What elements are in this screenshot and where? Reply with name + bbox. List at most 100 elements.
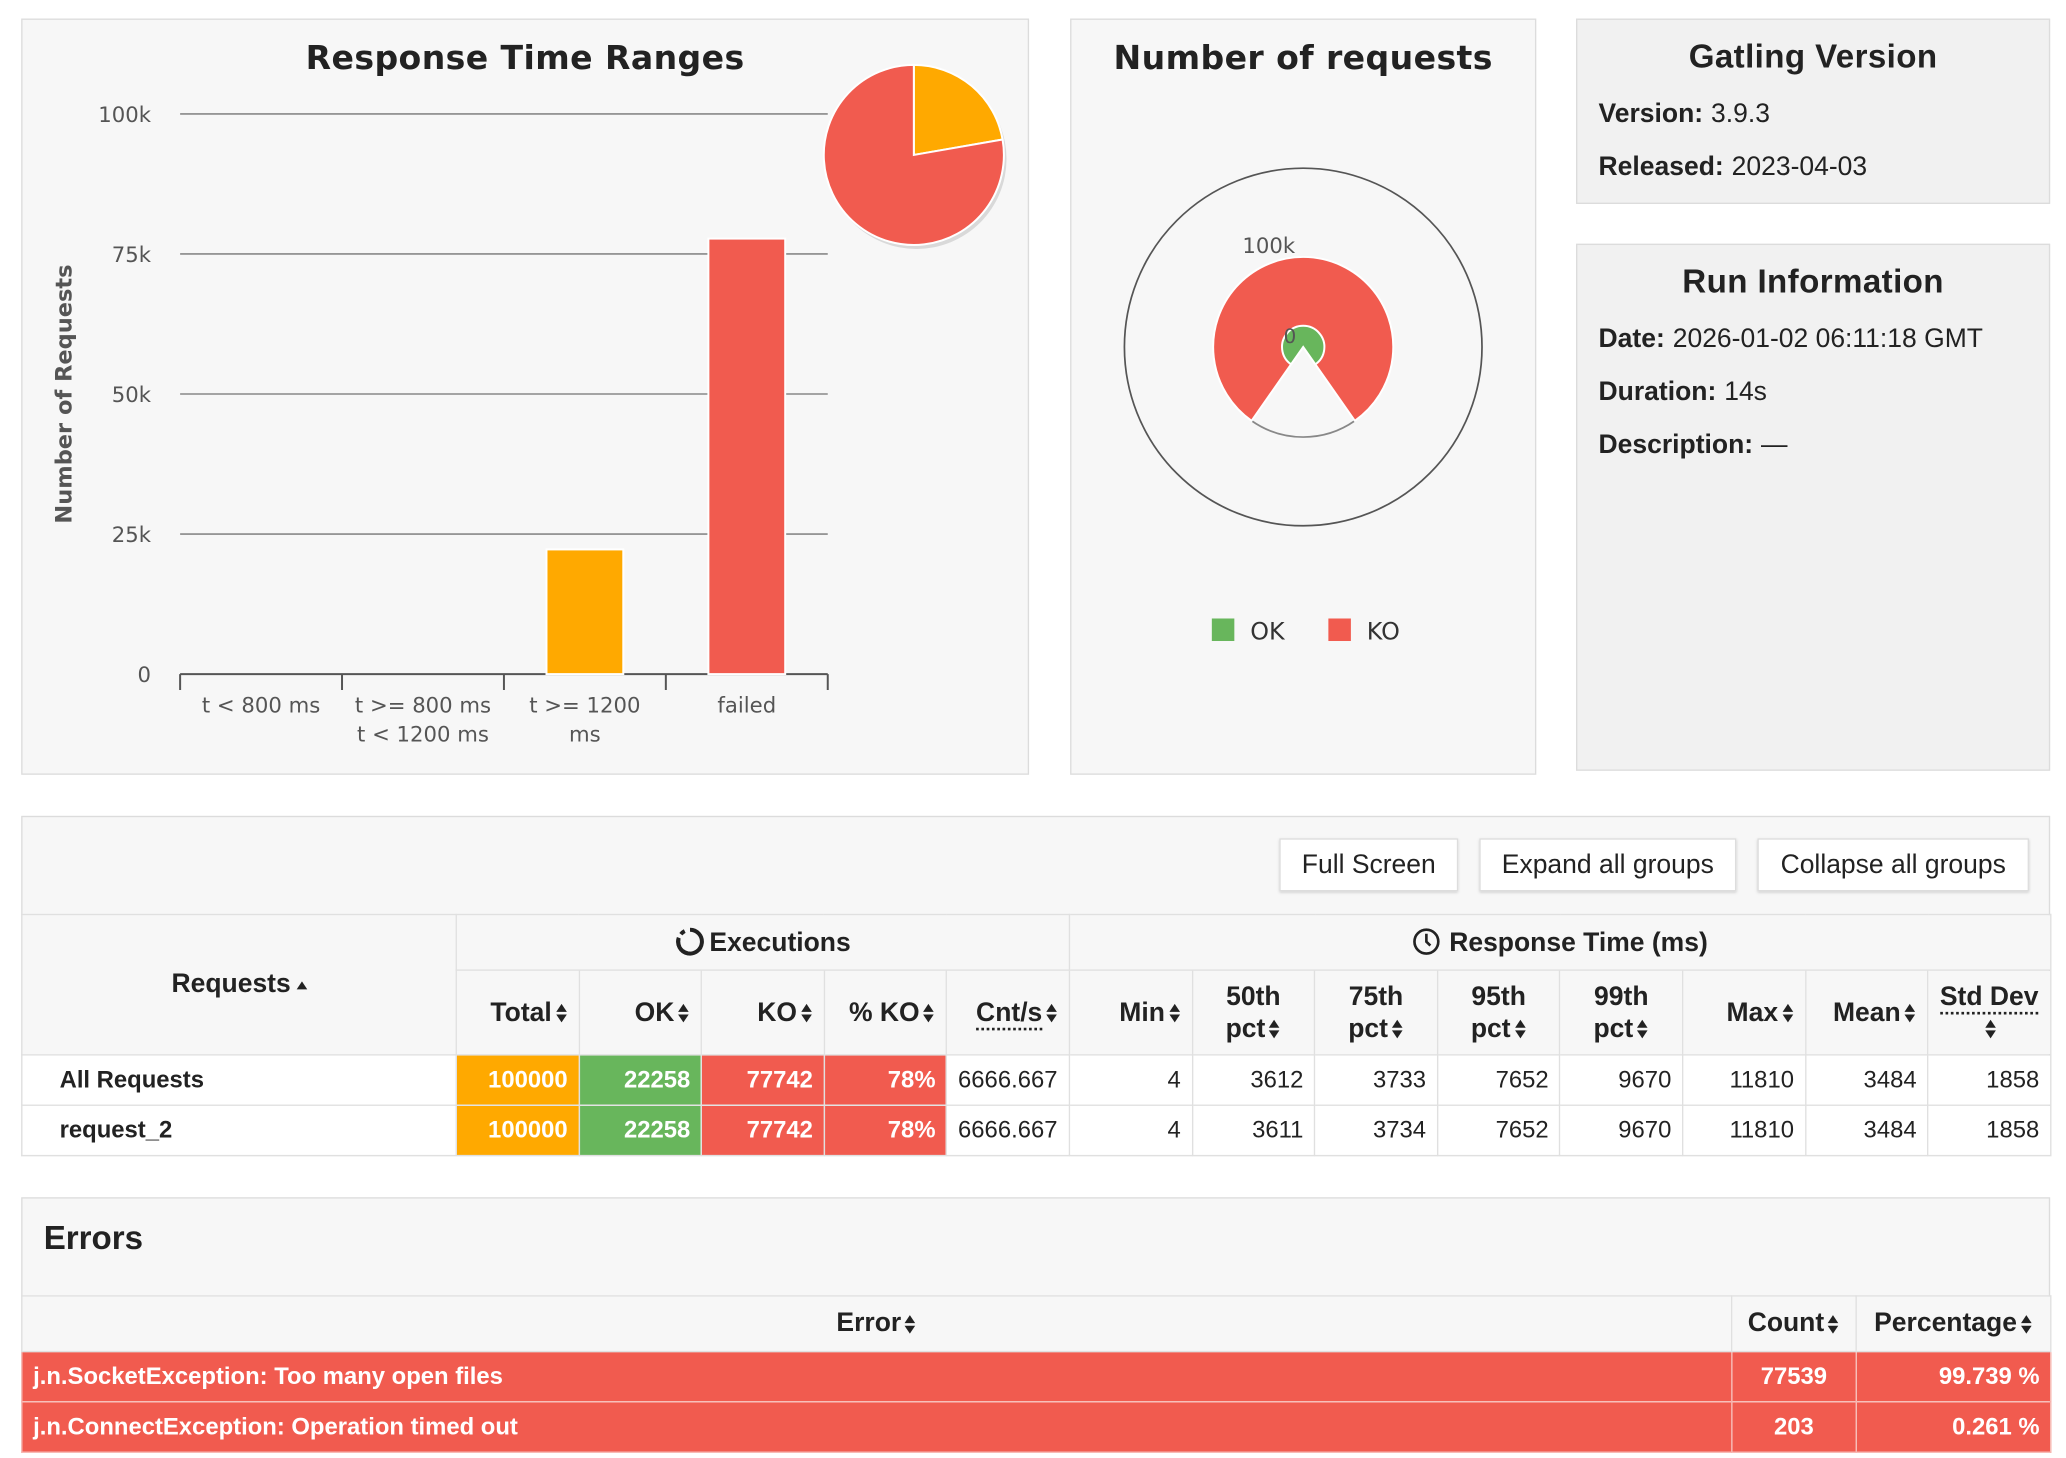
error-count: 77539 <box>1730 1350 1857 1403</box>
error-row: j.n.ConnectException: Operation timed ou… <box>21 1401 2052 1453</box>
stat-cell: 11810 <box>1681 1104 1806 1157</box>
column-header-label: KO <box>757 997 797 1028</box>
x-tick-label: t >= 1200 <box>529 693 640 718</box>
error-column-header[interactable]: Error <box>21 1295 1733 1353</box>
table-row[interactable]: All Requests 100000 22258 77742 78% 6666.667 4… <box>21 1054 2052 1106</box>
column-header-label: OK <box>634 997 675 1028</box>
column-header[interactable]: 50th pct <box>1191 969 1316 1056</box>
column-header[interactable]: KO <box>700 969 825 1056</box>
request-name[interactable]: request_2 <box>21 1104 457 1157</box>
column-header[interactable]: Max <box>1681 969 1806 1056</box>
sort-icon <box>1637 1020 1649 1039</box>
table-row[interactable]: request_2 100000 22258 77742 78% 6666.667 4 361… <box>21 1104 2052 1157</box>
requests-header-label: Requests <box>171 969 291 999</box>
column-header[interactable]: % KO <box>823 969 948 1056</box>
version-row: Version: 3.9.3 <box>1599 99 1770 129</box>
panel-title: Run Information <box>1682 263 1944 301</box>
column-header[interactable]: Mean <box>1804 969 1929 1056</box>
stat-cell: 77742 <box>700 1054 825 1106</box>
stat-cell: 1858 <box>1927 1054 2052 1106</box>
sort-icon <box>1046 1004 1058 1023</box>
stat-cell: 3612 <box>1191 1054 1316 1106</box>
column-header[interactable]: Total <box>455 969 580 1056</box>
x-tick-label: t < 1200 ms <box>357 722 489 747</box>
error-message: j.n.ConnectException: Operation timed ou… <box>21 1401 1733 1453</box>
stat-cell: 3484 <box>1804 1054 1929 1106</box>
stat-cell: 3734 <box>1314 1104 1438 1157</box>
duration-row: Duration: 14s <box>1599 377 1767 407</box>
column-header-label: Mean <box>1832 997 1901 1028</box>
column-header[interactable]: Cnt/s <box>946 969 1071 1056</box>
collapse-all-groups-button[interactable]: Collapse all groups <box>1757 838 2029 892</box>
date-row: Date: 2026-01-02 06:11:18 GMT <box>1599 324 1983 354</box>
x-tick-label: failed <box>717 693 776 718</box>
gatling-version-panel: Gatling Version Version: 3.9.3 Released: 2… <box>1576 18 2051 204</box>
errors-table: Error Count Percentage j.n.SocketExcepti… <box>21 1295 2052 1453</box>
response-time-header-label: Response Time (ms) <box>1449 927 1708 957</box>
response-time-ranges-chart: 0 25k 50k 75k 100k Number of Requests t < 800 … <box>52 63 1007 747</box>
sort-icon <box>1168 1004 1181 1023</box>
stat-cell: 4 <box>1068 1104 1193 1157</box>
sort-icon <box>1514 1020 1527 1039</box>
request-name[interactable]: All Requests <box>21 1054 457 1106</box>
stat-cell: 3611 <box>1191 1104 1316 1157</box>
released-value: 2023-04-03 <box>1731 152 1868 182</box>
sort-icon <box>1828 1314 1840 1334</box>
sort-icon <box>2020 1314 2033 1334</box>
date-value: 2026-01-02 06:11:18 GMT <box>1672 324 1983 354</box>
column-header[interactable]: OK <box>578 969 703 1056</box>
stat-cell: 11810 <box>1681 1054 1806 1106</box>
error-count: 203 <box>1730 1401 1857 1453</box>
stat-cell: 6666.667 <box>946 1104 1071 1157</box>
y-axis-label: Number of Requests <box>52 264 78 523</box>
sort-asc-icon <box>296 981 307 989</box>
stat-cell: 3484 <box>1804 1104 1929 1157</box>
released-row: Released: 2023-04-03 <box>1599 152 1868 182</box>
number-of-requests-panel: Number of requests 100k 0 OK KO <box>1070 18 1537 775</box>
scale-label: 0 <box>1284 325 1297 348</box>
column-header[interactable]: Min <box>1068 969 1193 1056</box>
expand-all-groups-button[interactable]: Expand all groups <box>1479 838 1737 892</box>
stat-cell: 1858 <box>1927 1104 2052 1157</box>
count-column-header[interactable]: Count <box>1730 1295 1857 1353</box>
legend-swatch <box>1328 618 1351 642</box>
percentage-column-header[interactable]: Percentage <box>1855 1295 2052 1353</box>
full-screen-button[interactable]: Full Screen <box>1279 838 1459 892</box>
y-tick-label: 25k <box>112 522 152 547</box>
sort-icon <box>1985 1020 1997 1039</box>
statistics-table: Requests Executions Response Time (ms) T… <box>21 913 2052 1157</box>
column-header-label: % KO <box>848 997 920 1028</box>
duration-label: Duration: <box>1598 377 1717 407</box>
duration-value: 14s <box>1724 377 1767 407</box>
date-label: Date: <box>1598 324 1665 354</box>
description-value: — <box>1761 430 1788 460</box>
stat-cell: 22258 <box>578 1054 703 1106</box>
description-label: Description: <box>1598 430 1754 460</box>
legend-label-ok: OK <box>1250 618 1286 646</box>
column-header[interactable]: 75th pct <box>1314 969 1438 1056</box>
bar <box>707 237 787 676</box>
stat-cell: 3733 <box>1314 1054 1438 1106</box>
number-of-requests-chart: 100k 0 OK KO <box>1123 167 1483 646</box>
column-header[interactable]: Std Dev <box>1927 969 2052 1056</box>
sort-icon <box>1391 1020 1404 1039</box>
sort-icon <box>678 1004 690 1023</box>
stat-cell: 4 <box>1068 1054 1193 1106</box>
error-message: j.n.SocketException: Too many open files <box>21 1350 1733 1403</box>
legend-label-ko: KO <box>1367 618 1400 646</box>
outer-circle <box>1123 167 1483 527</box>
sort-icon <box>1269 1020 1281 1039</box>
requests-header[interactable]: Requests <box>21 913 457 1056</box>
errors-panel: Errors Error Count Percentage j.n.Socket… <box>21 1197 2052 1453</box>
y-tick-label: 50k <box>112 382 152 407</box>
y-tick-label: 100k <box>98 102 151 127</box>
stat-cell: 9670 <box>1559 1054 1684 1106</box>
errors-title: Errors <box>43 1219 144 1257</box>
column-header[interactable]: 99th pct <box>1559 969 1684 1056</box>
released-label: Released: <box>1598 152 1724 182</box>
scale-label: 100k <box>1242 233 1295 258</box>
column-header[interactable]: 95th pct <box>1436 969 1561 1056</box>
column-header-label: Max <box>1726 997 1779 1028</box>
x-tick-label: ms <box>569 722 601 747</box>
bar <box>545 548 625 676</box>
